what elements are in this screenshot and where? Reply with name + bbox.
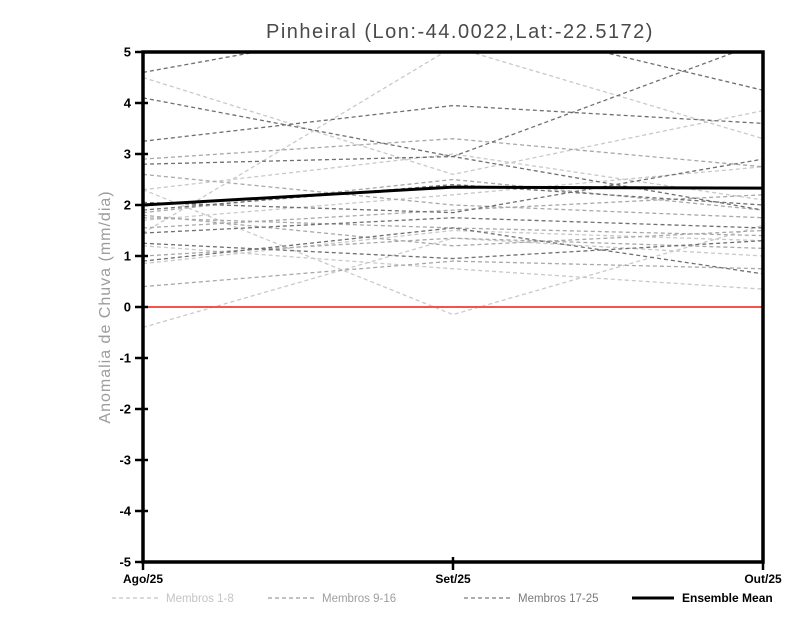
member-line: [143, 227, 763, 275]
y-axis-label: Anomalia de Chuva (mm/dia): [97, 190, 114, 423]
y-tick-label: -2: [119, 402, 131, 417]
y-tick-label: -3: [119, 453, 131, 468]
legend-label: Membros 1-8: [166, 593, 234, 605]
member-line: [143, 138, 763, 168]
member-line: [143, 52, 763, 234]
member-line: [143, 189, 763, 316]
legend-label: Ensemble Mean: [682, 591, 773, 605]
legend-label: Membros 9-16: [322, 593, 396, 605]
legend-item: Membros 9-16: [268, 593, 396, 605]
member-line: [143, 237, 763, 257]
member-line: [143, 173, 763, 219]
member-line: [143, 217, 763, 234]
member-line: [143, 260, 763, 288]
member-line: [143, 166, 763, 221]
member-line: [143, 245, 763, 290]
member-line: [143, 104, 763, 142]
legend-item: Membros 17-25: [464, 593, 599, 605]
y-tick-label: 0: [124, 300, 131, 315]
y-tick-label: -1: [119, 351, 131, 366]
chart-title: Pinheiral (Lon:-44.0022,Lat:-22.5172): [266, 21, 654, 43]
y-axis: -5 -4 -3 -2 -1 0 1 2 3 4 5: [119, 45, 148, 570]
y-tick-label: 5: [124, 45, 131, 60]
legend-label: Membros 17-25: [518, 593, 599, 605]
x-tick-label: Set/25: [435, 572, 471, 586]
ensemble-mean-line: [143, 185, 763, 207]
legend-item: Membros 1-8: [112, 593, 234, 605]
member-line: [143, 214, 763, 247]
member-line: [143, 158, 763, 214]
plot-area: [143, 52, 763, 329]
y-tick-label: 3: [124, 147, 131, 162]
legend: Membros 1-8 Membros 9-16 Membros 17-25 Ense…: [112, 591, 773, 605]
y-tick-label: -4: [119, 504, 131, 519]
member-line: [143, 178, 763, 214]
member-line: [143, 240, 763, 260]
y-tick-label: -5: [119, 555, 131, 570]
member-line: [143, 76, 763, 176]
member-line: [143, 183, 763, 211]
x-tick-label: Out/25: [744, 572, 782, 586]
y-tick-label: 2: [124, 198, 131, 213]
y-tick-label: 4: [124, 96, 132, 111]
member-line: [143, 194, 763, 229]
member-line: [143, 155, 763, 211]
x-axis: Ago/25 Set/25 Out/25: [123, 557, 782, 586]
member-line: [143, 229, 763, 265]
legend-item: Ensemble Mean: [632, 591, 773, 605]
member-line: [143, 153, 763, 201]
y-tick-label: 1: [124, 249, 131, 264]
x-tick-label: Ago/25: [123, 572, 163, 586]
